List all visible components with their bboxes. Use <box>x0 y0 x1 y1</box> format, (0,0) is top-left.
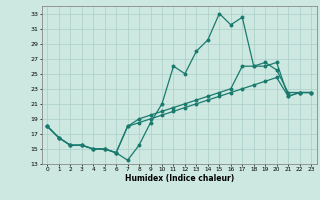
X-axis label: Humidex (Indice chaleur): Humidex (Indice chaleur) <box>124 174 234 183</box>
